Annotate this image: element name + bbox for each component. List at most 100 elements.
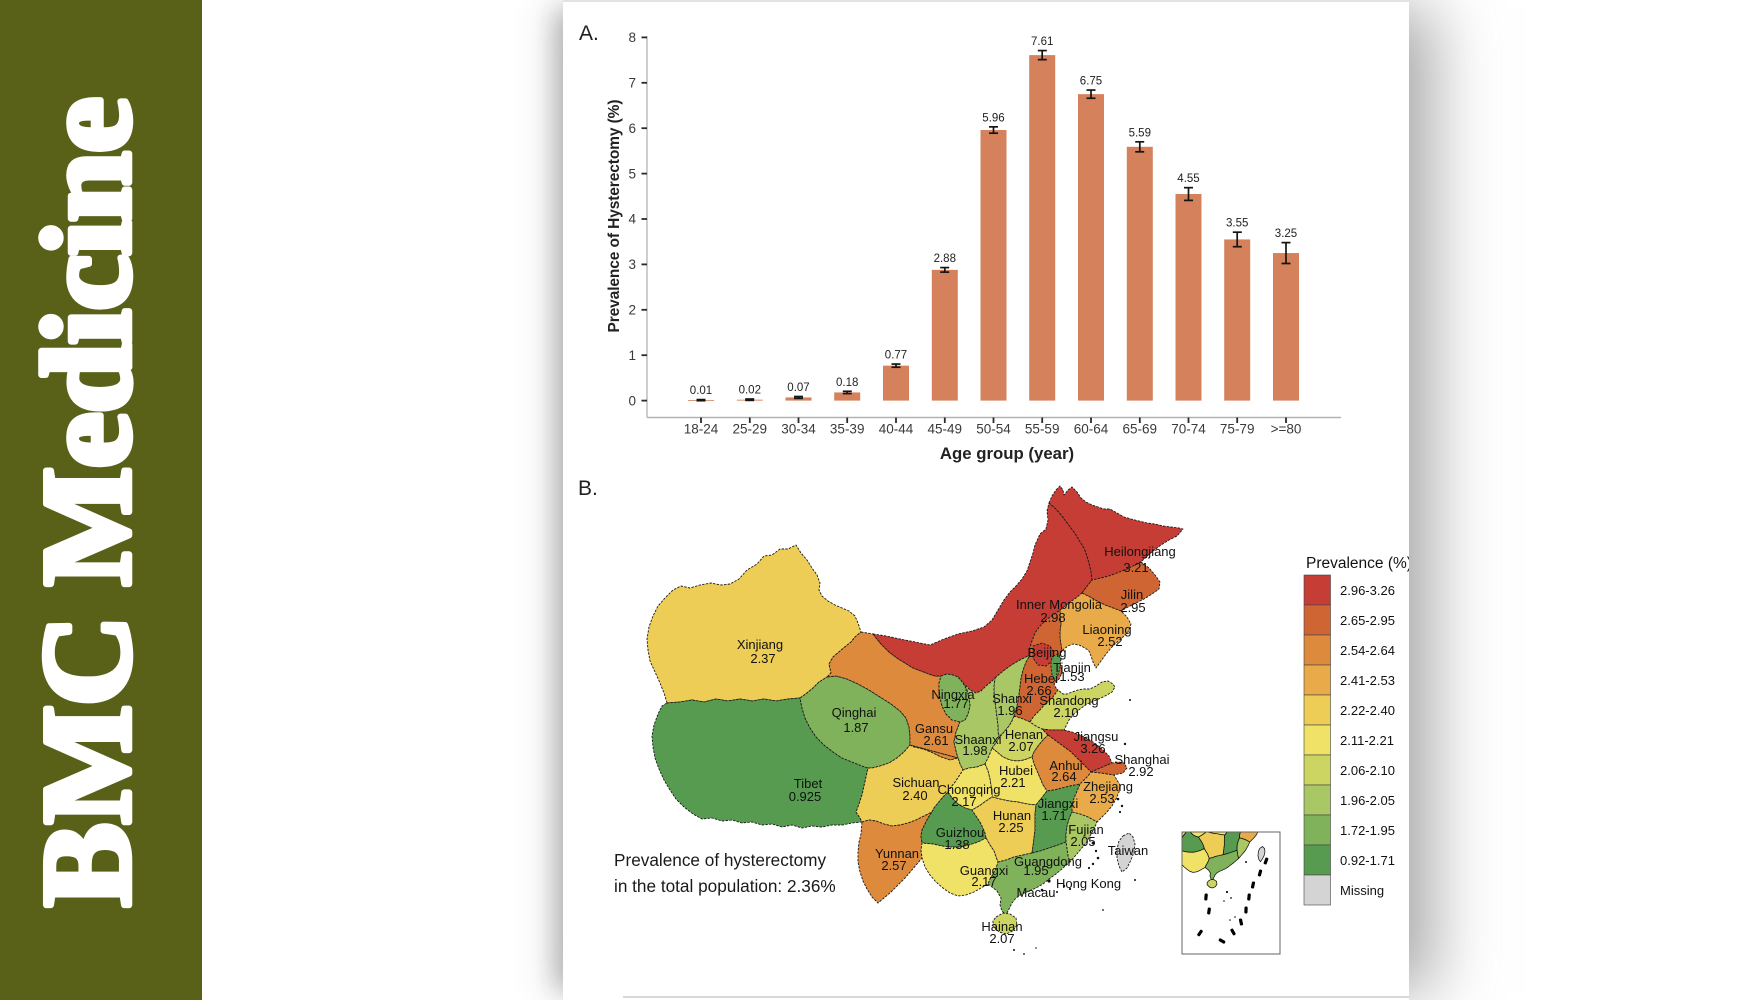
svg-text:Tianjin: Tianjin [1053,660,1091,675]
svg-text:1.95: 1.95 [1023,863,1048,878]
svg-text:3.26: 3.26 [1080,741,1105,756]
svg-text:1.96-2.05: 1.96-2.05 [1340,793,1395,808]
svg-text:2.61: 2.61 [923,733,948,748]
svg-text:2.05: 2.05 [1070,834,1095,849]
svg-text:2.65-2.95: 2.65-2.95 [1340,613,1395,628]
svg-text:0.18: 0.18 [836,377,858,389]
svg-text:Sichuan: Sichuan [893,775,940,790]
svg-text:0.02: 0.02 [739,385,761,397]
svg-text:3: 3 [628,257,636,272]
svg-text:0.07: 0.07 [787,382,809,394]
svg-text:2.64: 2.64 [1051,769,1076,784]
svg-text:5.96: 5.96 [982,112,1004,124]
svg-text:Tibet: Tibet [794,776,823,791]
svg-text:1: 1 [628,348,636,363]
svg-text:A.: A. [579,22,599,45]
svg-text:Gansu: Gansu [915,721,953,736]
svg-text:2.10: 2.10 [1053,705,1078,720]
svg-text:30-34: 30-34 [781,422,816,437]
svg-text:55-59: 55-59 [1025,422,1060,437]
svg-text:0.01: 0.01 [690,385,712,397]
svg-text:5: 5 [628,166,636,181]
svg-text:2.92: 2.92 [1128,764,1153,779]
svg-text:7: 7 [628,76,636,91]
svg-text:2.54-2.64: 2.54-2.64 [1340,643,1395,658]
svg-text:6.75: 6.75 [1080,76,1102,88]
svg-text:Hong Kong: Hong Kong [1056,876,1121,891]
svg-text:B.: B. [578,477,598,500]
svg-text:Macau: Macau [1016,885,1055,900]
svg-text:Missing: Missing [1340,883,1384,898]
svg-text:0: 0 [628,393,636,408]
svg-text:45-49: 45-49 [928,422,963,437]
svg-text:4.55: 4.55 [1177,173,1199,185]
svg-text:in the total population: 2.36%: in the total population: 2.36% [614,876,836,896]
svg-text:Shandong: Shandong [1039,693,1098,708]
svg-text:2.88: 2.88 [934,253,956,265]
svg-text:1.71: 1.71 [1041,808,1066,823]
svg-text:2.98: 2.98 [1040,610,1065,625]
svg-text:4: 4 [628,212,636,227]
svg-text:Jiangsu: Jiangsu [1074,729,1119,744]
svg-text:3.25: 3.25 [1275,228,1297,240]
svg-text:Shaanxi: Shaanxi [955,732,1002,747]
svg-text:Hainan: Hainan [981,919,1022,934]
svg-text:70-74: 70-74 [1171,422,1206,437]
svg-text:Fujian: Fujian [1068,822,1103,837]
svg-text:Prevalence (%): Prevalence (%) [1306,555,1409,572]
svg-text:2.07: 2.07 [989,931,1014,946]
svg-text:2.41-2.53: 2.41-2.53 [1340,673,1395,688]
svg-text:2.66: 2.66 [1026,683,1051,698]
svg-text:2.37: 2.37 [750,651,775,666]
svg-text:Jiangxi: Jiangxi [1038,796,1079,811]
svg-text:2.96-3.26: 2.96-3.26 [1340,583,1395,598]
svg-text:65-69: 65-69 [1123,422,1158,437]
svg-text:2.57: 2.57 [881,858,906,873]
svg-text:2.06-2.10: 2.06-2.10 [1340,763,1395,778]
svg-text:Jilin: Jilin [1121,587,1143,602]
svg-text:Qinghai: Qinghai [832,705,877,720]
svg-text:Anhui: Anhui [1049,758,1082,773]
svg-text:Beijing: Beijing [1027,645,1066,660]
svg-text:Inner Mongolia: Inner Mongolia [1016,597,1103,612]
svg-text:Liaoning: Liaoning [1082,622,1131,637]
svg-text:Ningxia: Ningxia [931,687,975,702]
svg-text:Guangxi: Guangxi [960,863,1009,878]
svg-text:Yunnan: Yunnan [875,846,919,861]
svg-text:1.77: 1.77 [943,696,968,711]
svg-text:3.21: 3.21 [1123,560,1148,575]
svg-text:8: 8 [628,30,636,45]
svg-text:6: 6 [628,121,636,136]
svg-text:Heilongjiang: Heilongjiang [1104,544,1176,559]
svg-text:Shanxi: Shanxi [992,691,1032,706]
svg-text:1.96: 1.96 [997,703,1022,718]
svg-text:3.55: 3.55 [1226,218,1248,230]
svg-text:50-54: 50-54 [976,422,1011,437]
svg-text:2.22-2.40: 2.22-2.40 [1340,703,1395,718]
svg-text:Prevalence of hysterectomy: Prevalence of hysterectomy [614,850,826,870]
svg-text:0.92-1.71: 0.92-1.71 [1340,853,1395,868]
svg-text:1.38: 1.38 [944,837,969,852]
svg-text:1.72-1.95: 1.72-1.95 [1340,823,1395,838]
svg-text:2.21: 2.21 [1000,775,1025,790]
svg-text:Prevalence of Hysterectomy (%): Prevalence of Hysterectomy (%) [606,100,623,333]
svg-text:Zhejiang: Zhejiang [1083,779,1133,794]
svg-text:2.07: 2.07 [1008,739,1033,754]
svg-text:Age group (year): Age group (year) [940,444,1074,463]
svg-text:35-39: 35-39 [830,422,865,437]
svg-text:7.61: 7.61 [1031,36,1053,48]
svg-text:Guizhou: Guizhou [936,825,984,840]
svg-text:Hunan: Hunan [993,808,1031,823]
svg-text:Chongqing: Chongqing [938,782,1001,797]
svg-text:>=80: >=80 [1271,422,1302,437]
svg-text:2.17: 2.17 [951,794,976,809]
svg-text:Xinjiang: Xinjiang [737,637,783,652]
svg-text:60-64: 60-64 [1074,422,1109,437]
svg-text:1.98: 1.98 [962,743,987,758]
svg-text:2.40: 2.40 [902,788,927,803]
svg-text:Hebei: Hebei [1024,671,1058,686]
svg-text:25-29: 25-29 [733,422,768,437]
svg-text:0.77: 0.77 [885,350,907,362]
svg-text:0.925: 0.925 [789,789,822,804]
svg-text:18-24: 18-24 [684,422,719,437]
